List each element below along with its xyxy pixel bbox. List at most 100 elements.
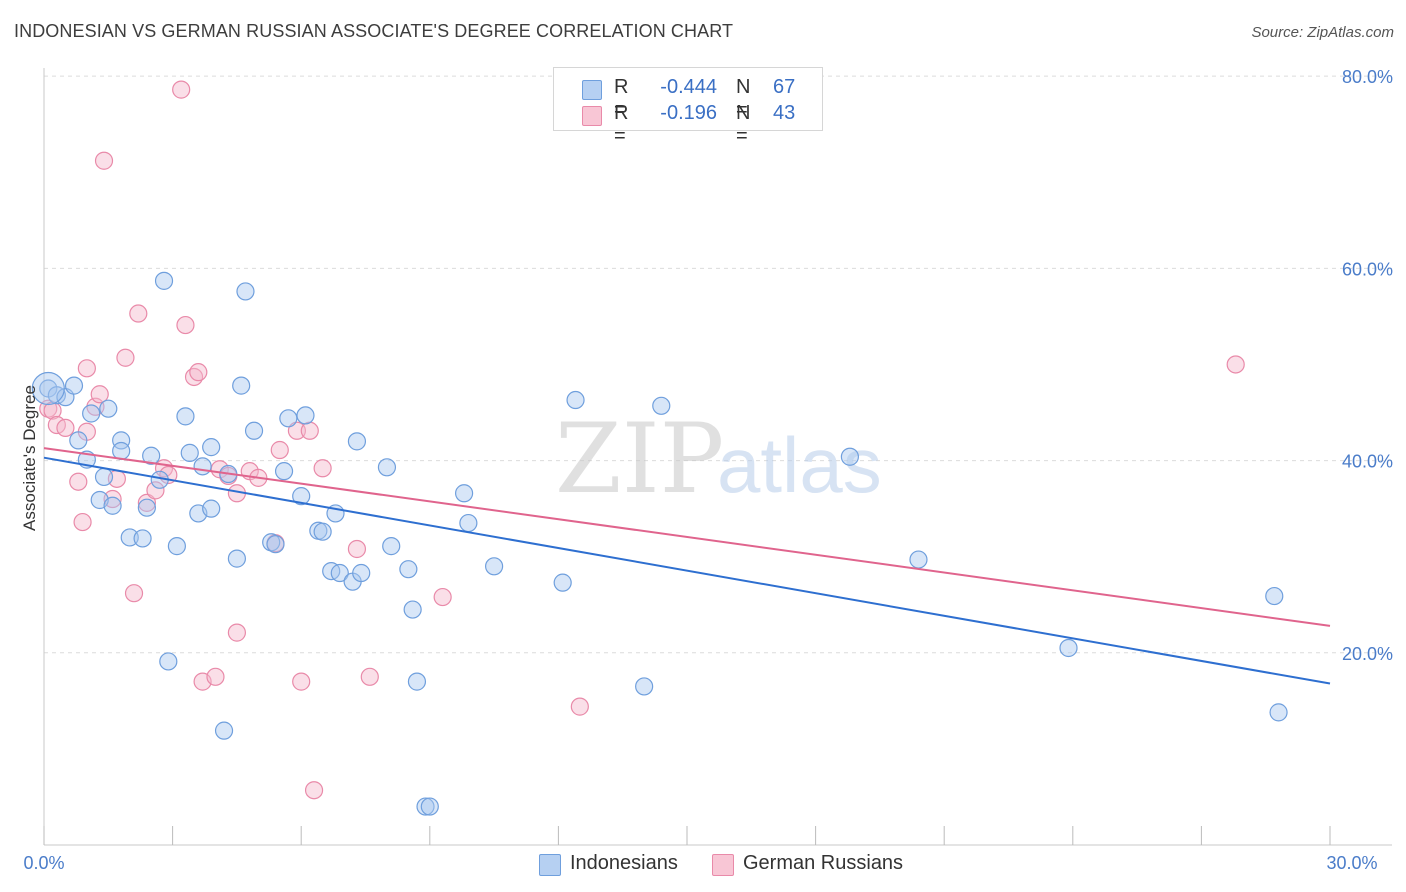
legend-n-value: 67: [773, 76, 796, 98]
german-russian-point: [77, 359, 96, 378]
indonesian-point: [454, 484, 474, 503]
indonesian-point: [330, 563, 349, 583]
watermark-zip: ZIP: [555, 403, 724, 515]
chart-title: INDONESIAN VS GERMAN RUSSIAN ASSOCIATE'S…: [14, 21, 734, 41]
indonesian-point: [69, 431, 88, 450]
legend-swatch-pink: [582, 106, 602, 126]
indonesian-point: [313, 522, 332, 541]
watermark-atlas: atlas: [717, 421, 882, 509]
legend-n-label: N =: [736, 76, 751, 121]
indonesian-point: [377, 458, 397, 477]
indonesian-point: [159, 652, 178, 671]
german-russian-point: [227, 623, 246, 642]
indonesian-point: [1269, 703, 1288, 722]
indonesian-point: [94, 467, 114, 487]
german-russian-point: [94, 151, 114, 170]
indonesian-point: [652, 396, 671, 415]
german-russian-point: [270, 440, 289, 460]
gridlines: [44, 75, 1392, 654]
axes: [43, 68, 1392, 846]
y-tick-label: 20.0%: [1342, 644, 1393, 664]
y-axis-label: Associate's Degree: [20, 385, 39, 531]
german-russian-point: [433, 587, 452, 607]
legend-n-value: 43: [773, 102, 796, 124]
bottom-legend-label: Indonesians: [570, 852, 678, 874]
indonesian-point: [459, 513, 478, 533]
indonesian-point: [274, 462, 294, 481]
y-tick-label: 40.0%: [1342, 452, 1393, 472]
tick-labels: 20.0% 40.0% 60.0% 80.0% 0.0% 30.0%: [23, 67, 1393, 873]
indonesian-point: [176, 407, 195, 426]
german-russian-point: [360, 667, 379, 686]
indonesian-point: [352, 563, 371, 583]
trend-line-indonesians: [43, 456, 1331, 685]
legend-r-label: R =: [614, 102, 629, 147]
indonesian-point: [416, 797, 435, 816]
trend-line-german-russians: [43, 447, 1331, 627]
indonesian-point: [266, 535, 285, 554]
indonesian-point: [296, 406, 315, 425]
german-russian-point: [300, 421, 319, 440]
indonesian-point: [167, 537, 186, 556]
y-tick-label: 60.0%: [1342, 259, 1393, 279]
german-russian-point: [189, 363, 208, 382]
indonesian-point: [82, 404, 101, 423]
indonesian-point: [382, 537, 401, 556]
legend-r-label: R =: [614, 76, 629, 121]
indonesian-point: [407, 672, 427, 691]
indonesian-point: [133, 529, 152, 548]
indonesian-point: [103, 496, 122, 515]
german-russian-point: [129, 304, 148, 323]
indonesian-point: [214, 721, 234, 740]
bottom-legend-label: German Russians: [743, 852, 904, 874]
x-tick-label-max: 30.0%: [1326, 853, 1377, 873]
indonesian-point: [1265, 586, 1284, 606]
indonesian-point: [236, 282, 255, 301]
indonesian-point: [99, 399, 118, 418]
indonesian-point: [142, 446, 161, 465]
indonesian-point: [347, 432, 367, 451]
indonesian-point: [909, 550, 928, 569]
legend-n-label: N =: [736, 102, 751, 147]
indonesian-point: [112, 441, 131, 461]
indonesian-point: [112, 431, 131, 450]
series-german-russians: [39, 80, 1245, 800]
y-tick-label: 80.0%: [1342, 67, 1393, 87]
german-russian-point: [206, 667, 225, 686]
indonesian-point: [566, 390, 585, 410]
watermark: ZIP atlas: [555, 403, 882, 515]
source-credit: Source: ZipAtlas.com: [1251, 24, 1394, 41]
indonesian-point: [193, 457, 212, 476]
german-russian-point: [176, 315, 195, 335]
german-russian-point: [287, 421, 307, 440]
indonesian-point-large: [31, 371, 65, 406]
bottom-legend-swatch-pink: [712, 854, 734, 876]
german-russian-point: [56, 418, 75, 438]
indonesian-point: [1059, 638, 1078, 658]
indonesian-point: [120, 528, 139, 547]
german-russian-point: [146, 481, 165, 500]
german-russian-point: [116, 348, 135, 367]
x-tick-label-min: 0.0%: [23, 853, 64, 873]
german-russian-point: [292, 672, 311, 691]
german-russian-point: [73, 512, 92, 532]
bottom-legend-swatch-blue: [539, 854, 561, 876]
german-russian-point: [1226, 355, 1245, 374]
indonesian-point: [137, 498, 156, 517]
indonesian-point: [202, 499, 221, 518]
indonesian-point: [553, 573, 572, 592]
legend-r-value: -0.444: [660, 76, 717, 98]
german-russian-point: [570, 697, 589, 716]
indonesian-point: [154, 271, 174, 290]
indonesian-point: [485, 557, 504, 576]
german-russian-point: [172, 80, 191, 99]
indonesian-point: [292, 487, 311, 506]
series-indonesians: [31, 271, 1288, 816]
german-russian-point: [103, 489, 122, 509]
indonesian-point: [64, 376, 84, 395]
indonesian-point: [279, 409, 298, 428]
indonesian-point: [180, 443, 199, 462]
german-russian-point: [347, 539, 367, 559]
indonesian-point: [202, 438, 221, 457]
